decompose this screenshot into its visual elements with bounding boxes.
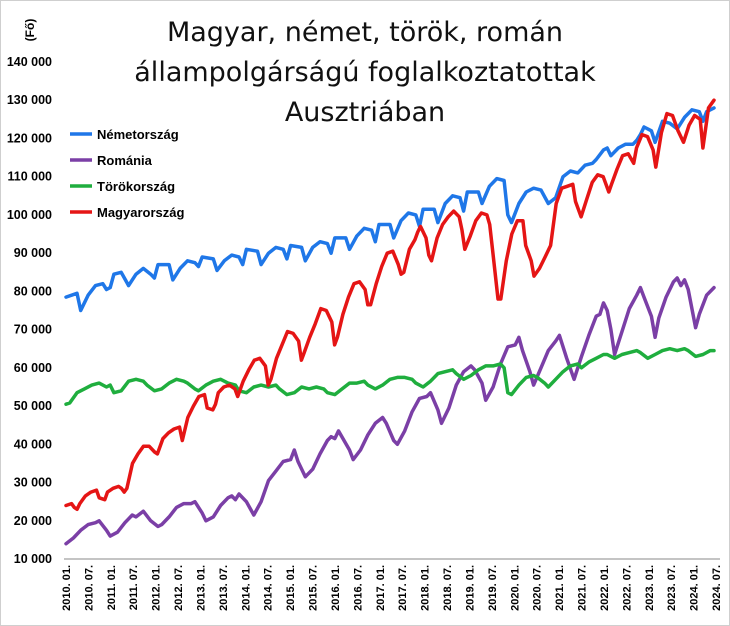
x-tick-label: 2023. 01. [644,565,656,611]
x-tick-label: 2022. 01. [599,565,611,611]
y-axis-ticks: 10 000 20 000 30 000 40 000 50 000 60 000 70 0… [7,55,52,566]
x-tick-label: 2011. 01. [106,565,118,610]
x-tick-label: 2020. 07. [532,565,544,611]
y-tick-label: 130 000 [7,93,52,107]
x-tick-label: 2012. 07. [173,565,185,611]
legend-label: Németország [97,127,179,142]
y-tick-label: 80 000 [14,284,52,298]
x-tick-label: 2024. 07. [711,565,723,611]
y-tick-label: 20 000 [14,514,52,528]
x-tick-label: 2020. 01. [509,565,521,611]
y-tick-label: 140 000 [7,55,52,69]
series-line-3 [64,346,716,406]
x-tick-label: 2010. 01. [61,565,73,611]
x-tick-label: 2013. 07. [218,565,230,611]
y-axis-label: (Fő) [23,19,37,42]
x-tick-label: 2016. 01. [330,565,342,611]
chart-title-line-3: Ausztriában [285,97,445,128]
series-line-1 [64,106,716,313]
x-tick-label: 2024. 01. [689,565,701,611]
legend-label: Törökország [97,179,175,194]
x-tick-label: 2022. 07. [621,565,633,611]
y-tick-label: 50 000 [14,399,52,413]
x-tick-label: 2019. 01. [464,565,476,611]
x-tick-label: 2019. 07. [487,565,499,611]
chart-title-line-2: állampolgárságú foglalkoztatottak [134,57,596,88]
x-tick-label: 2012. 01. [151,565,163,611]
y-tick-label: 40 000 [14,437,52,451]
y-tick-label: 60 000 [14,361,52,375]
x-tick-label: 2010. 07. [83,565,95,611]
x-tick-label: 2021. 01. [554,565,566,611]
x-tick-label: 2017. 01. [375,565,387,611]
y-tick-label: 100 000 [7,208,52,222]
x-tick-label: 2014. 01. [240,565,252,611]
legend-label: Románia [97,153,153,168]
x-axis-ticks: 2010. 01. 2010. 07. 2011. 01. 2011. 07. 2012… [61,565,723,611]
y-tick-label: 90 000 [14,246,52,260]
legend: Németország Románia Törökország Magyarorszá… [70,127,184,220]
x-tick-label: 2018. 01. [420,565,432,611]
series-line-2 [64,276,716,546]
x-tick-label: 2018. 07. [442,565,454,611]
y-tick-label: 30 000 [14,476,52,490]
x-tick-label: 2017. 07. [397,565,409,611]
x-tick-label: 2016. 07. [352,565,364,611]
x-tick-label: 2015. 01. [285,565,297,611]
series-line-4 [64,98,716,512]
x-tick-label: 2023. 07. [666,565,678,611]
y-tick-label: 110 000 [8,170,53,184]
y-tick-label: 120 000 [7,131,52,145]
y-tick-label: 70 000 [14,323,52,337]
y-tick-label: 10 000 [14,552,52,566]
x-tick-label: 2011. 07. [128,565,140,610]
x-tick-label: 2015. 07. [308,565,320,611]
chart-title-line-1: Magyar, német, török, román [167,17,563,48]
x-tick-label: 2014. 07. [263,565,275,611]
chart-title: Magyar, német, török, román állampolgárs… [134,17,596,128]
x-tick-label: 2021. 07. [577,565,589,611]
series-lines [64,98,716,546]
legend-label: Magyarország [97,205,184,220]
x-tick-label: 2013. 01. [195,565,207,611]
